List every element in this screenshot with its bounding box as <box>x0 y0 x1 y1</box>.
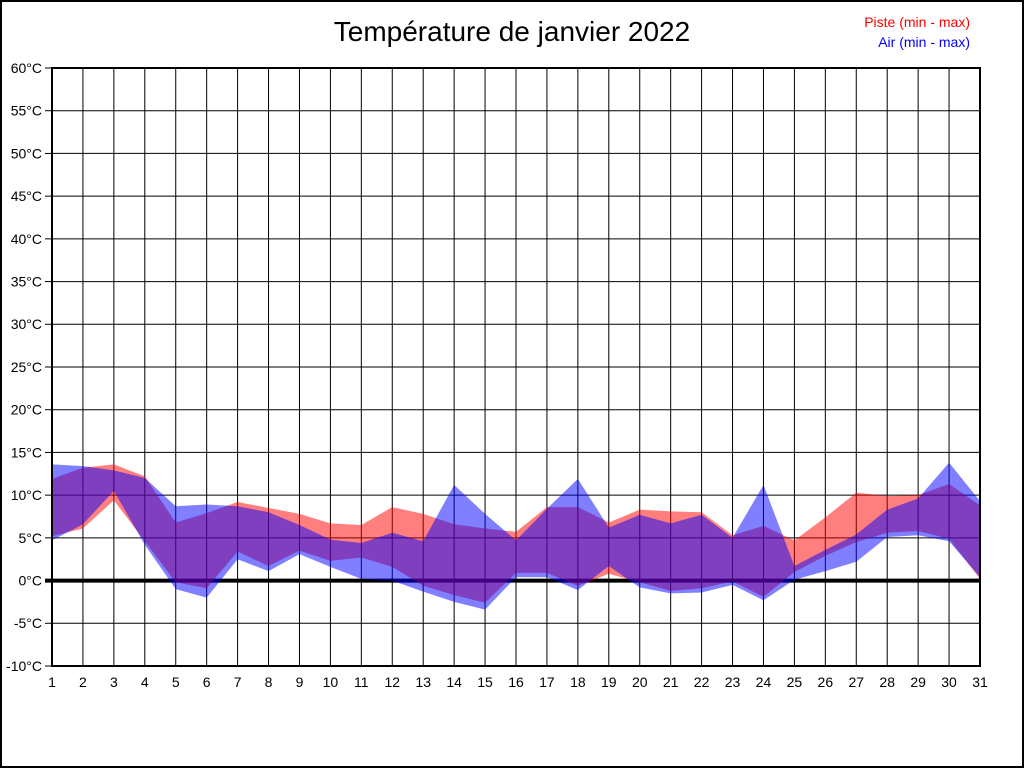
svg-text:55°C: 55°C <box>11 103 42 119</box>
svg-text:60°C: 60°C <box>11 60 42 76</box>
svg-text:2: 2 <box>79 674 87 690</box>
svg-text:5: 5 <box>172 674 180 690</box>
svg-text:23: 23 <box>725 674 741 690</box>
legend: Piste (min - max) Air (min - max) <box>864 12 970 52</box>
y-axis-labels: -10°C -5°C 0°C 5°C 10°C 15°C 20°C 25°C 30°C 35°C 4… <box>6 60 42 674</box>
svg-text:40°C: 40°C <box>11 231 42 247</box>
legend-item-air: Air (min - max) <box>878 34 970 50</box>
chart-title: Température de janvier 2022 <box>333 16 691 47</box>
svg-text:25: 25 <box>787 674 803 690</box>
svg-text:20: 20 <box>632 674 648 690</box>
svg-text:26: 26 <box>818 674 834 690</box>
svg-text:29: 29 <box>910 674 926 690</box>
svg-text:9: 9 <box>296 674 304 690</box>
x-axis-labels: 1 2 3 4 5 6 7 8 9 10 11 12 13 14 15 16 17 18 19 20 21 22 23 24 2… <box>48 674 988 690</box>
svg-text:0°C: 0°C <box>19 572 43 588</box>
svg-text:45°C: 45°C <box>11 188 42 204</box>
svg-text:22: 22 <box>694 674 710 690</box>
svg-text:-10°C: -10°C <box>6 658 42 674</box>
svg-text:35°C: 35°C <box>11 273 42 289</box>
svg-text:5°C: 5°C <box>19 530 43 546</box>
svg-text:6: 6 <box>203 674 211 690</box>
svg-text:16: 16 <box>508 674 524 690</box>
svg-text:25°C: 25°C <box>11 359 42 375</box>
svg-text:10°C: 10°C <box>11 487 42 503</box>
svg-text:30: 30 <box>941 674 957 690</box>
svg-text:28: 28 <box>879 674 895 690</box>
svg-text:20°C: 20°C <box>11 402 42 418</box>
svg-text:24: 24 <box>756 674 772 690</box>
svg-text:15°C: 15°C <box>11 444 42 460</box>
svg-text:13: 13 <box>415 674 431 690</box>
svg-text:7: 7 <box>234 674 242 690</box>
svg-text:12: 12 <box>384 674 400 690</box>
svg-text:3: 3 <box>110 674 118 690</box>
svg-text:4: 4 <box>141 674 149 690</box>
air-band <box>52 462 980 610</box>
svg-text:10: 10 <box>323 674 339 690</box>
svg-text:50°C: 50°C <box>11 145 42 161</box>
svg-text:-5°C: -5°C <box>14 615 42 631</box>
svg-text:8: 8 <box>265 674 273 690</box>
svg-text:15: 15 <box>477 674 493 690</box>
svg-text:14: 14 <box>446 674 462 690</box>
svg-text:17: 17 <box>539 674 555 690</box>
svg-text:19: 19 <box>601 674 617 690</box>
svg-text:21: 21 <box>663 674 679 690</box>
svg-text:31: 31 <box>972 674 988 690</box>
plot-border <box>51 67 981 667</box>
legend-item-piste: Piste (min - max) <box>864 14 970 30</box>
svg-text:27: 27 <box>848 674 864 690</box>
svg-text:30°C: 30°C <box>11 316 42 332</box>
svg-text:11: 11 <box>354 674 369 690</box>
svg-text:18: 18 <box>570 674 586 690</box>
svg-text:1: 1 <box>48 674 56 690</box>
